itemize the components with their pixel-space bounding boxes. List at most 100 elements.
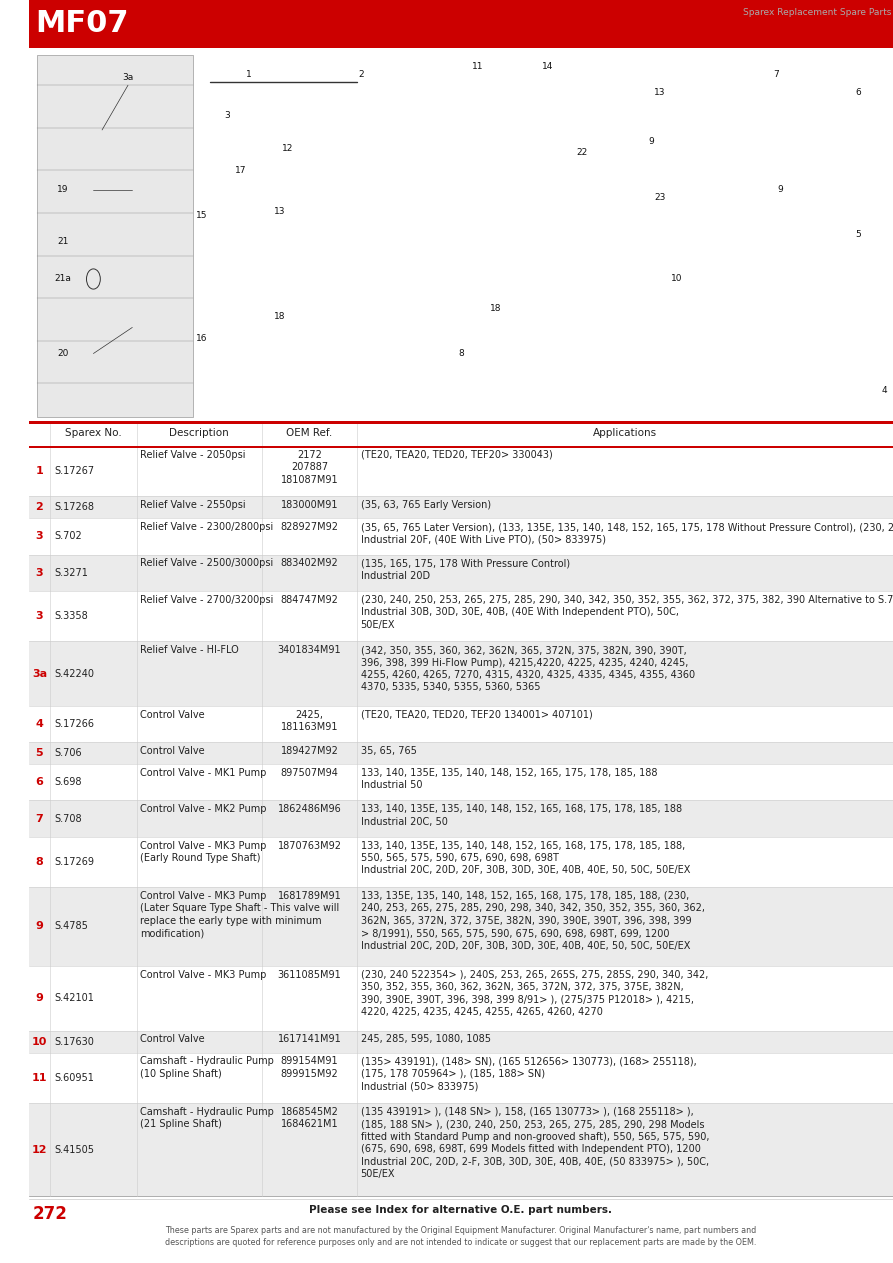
- Text: 8: 8: [458, 349, 463, 357]
- Text: 2: 2: [36, 503, 43, 513]
- Text: 884747M92: 884747M92: [280, 595, 338, 605]
- Text: 12: 12: [282, 144, 294, 153]
- Text: 12: 12: [31, 1144, 47, 1154]
- Text: 3: 3: [224, 111, 230, 120]
- Text: S.702: S.702: [54, 532, 82, 542]
- Text: Relief Valve - 2550psi: Relief Valve - 2550psi: [140, 500, 246, 510]
- Text: 10: 10: [672, 274, 682, 283]
- Text: 5: 5: [855, 230, 861, 239]
- Text: Relief Valve - 2050psi: Relief Valve - 2050psi: [140, 450, 246, 460]
- Bar: [29, 446, 893, 448]
- Text: 13: 13: [273, 207, 285, 216]
- Text: 3: 3: [36, 532, 43, 542]
- Text: (342, 350, 355, 360, 362, 362N, 365, 372N, 375, 382N, 390, 390T,
396, 398, 399 H: (342, 350, 355, 360, 362, 362N, 365, 372…: [361, 645, 695, 692]
- Text: 3a: 3a: [32, 668, 47, 678]
- Text: 7: 7: [36, 813, 43, 823]
- Text: 3: 3: [36, 611, 43, 621]
- Text: 883402M92: 883402M92: [280, 558, 338, 568]
- Bar: [29, 1103, 893, 1196]
- Text: 6: 6: [36, 777, 44, 787]
- Text: 897507M94: 897507M94: [280, 768, 338, 778]
- Text: 19: 19: [57, 186, 69, 195]
- Text: 1: 1: [36, 466, 43, 476]
- Text: Camshaft - Hydraulic Pump
(10 Spline Shaft): Camshaft - Hydraulic Pump (10 Spline Sha…: [140, 1056, 274, 1079]
- Text: S.17266: S.17266: [54, 719, 95, 729]
- Text: S.706: S.706: [54, 748, 82, 758]
- Text: 17: 17: [235, 167, 246, 176]
- Bar: [29, 446, 893, 496]
- Text: 899154M91
899915M92: 899154M91 899915M92: [280, 1056, 338, 1079]
- Text: Control Valve - MK3 Pump
(Later Square Type Shaft - This valve will
replace the : Control Valve - MK3 Pump (Later Square T…: [140, 890, 339, 938]
- Text: 9: 9: [36, 993, 44, 1003]
- Text: 21a: 21a: [54, 274, 71, 283]
- Text: S.3358: S.3358: [54, 611, 88, 621]
- Text: S.41505: S.41505: [54, 1144, 95, 1154]
- Text: (TE20, TEA20, TED20, TEF20 134001> 407101): (TE20, TEA20, TED20, TEF20 134001> 40710…: [361, 710, 592, 720]
- Text: S.17630: S.17630: [54, 1037, 95, 1047]
- Text: Control Valve - MK1 Pump: Control Valve - MK1 Pump: [140, 768, 266, 778]
- Text: 2: 2: [359, 69, 364, 78]
- Text: S.698: S.698: [54, 777, 82, 787]
- Text: 1681789M91: 1681789M91: [278, 890, 341, 901]
- Text: 3a: 3a: [122, 73, 134, 82]
- Text: MF07: MF07: [36, 10, 129, 38]
- Text: Applications: Applications: [593, 428, 657, 438]
- Text: S.60951: S.60951: [54, 1072, 95, 1082]
- Text: Control Valve - MK3 Pump: Control Valve - MK3 Pump: [140, 970, 266, 980]
- Text: 20: 20: [57, 349, 69, 357]
- Text: S.4785: S.4785: [54, 922, 88, 932]
- Bar: [29, 48, 893, 421]
- Text: 2425,
181163M91: 2425, 181163M91: [280, 710, 338, 733]
- Text: 10: 10: [31, 1037, 47, 1047]
- Bar: [29, 743, 893, 764]
- Text: 4: 4: [36, 719, 44, 729]
- Text: Relief Valve - 2300/2800psi: Relief Valve - 2300/2800psi: [140, 522, 273, 532]
- Text: (35, 63, 765 Early Version): (35, 63, 765 Early Version): [361, 500, 490, 510]
- Text: S.3271: S.3271: [54, 567, 88, 577]
- Text: 18: 18: [273, 312, 285, 321]
- Text: 15: 15: [196, 211, 207, 220]
- Text: 3: 3: [36, 567, 43, 577]
- Text: Camshaft - Hydraulic Pump
(21 Spline Shaft): Camshaft - Hydraulic Pump (21 Spline Sha…: [140, 1106, 274, 1129]
- Bar: [29, 966, 893, 1031]
- Bar: [29, 801, 893, 836]
- Text: 18: 18: [489, 304, 501, 313]
- Text: (TE20, TEA20, TED20, TEF20> 330043): (TE20, TEA20, TED20, TEF20> 330043): [361, 450, 552, 460]
- Text: 13: 13: [654, 88, 665, 97]
- Text: S.17267: S.17267: [54, 466, 95, 476]
- Text: S.17268: S.17268: [54, 503, 95, 513]
- Bar: [29, 764, 893, 801]
- Text: 6: 6: [855, 88, 861, 97]
- Text: (135 439191> ), (148 SN> ), 158, (165 130773> ), (168 255118> ),
(185, 188 SN> ): (135 439191> ), (148 SN> ), 158, (165 13…: [361, 1106, 709, 1178]
- Text: Please see Index for alternative O.E. part numbers.: Please see Index for alternative O.E. pa…: [309, 1205, 613, 1215]
- Bar: [29, 591, 893, 642]
- Text: 5: 5: [36, 748, 43, 758]
- Text: 183000M91: 183000M91: [280, 500, 338, 510]
- Text: 1862486M96: 1862486M96: [278, 805, 341, 815]
- Bar: [29, 554, 893, 591]
- Text: Control Valve - MK3 Pump
(Early Round Type Shaft): Control Valve - MK3 Pump (Early Round Ty…: [140, 841, 266, 863]
- Text: 9: 9: [648, 136, 654, 145]
- Text: (35, 65, 765 Later Version), (133, 135E, 135, 140, 148, 152, 165, 175, 178 Witho: (35, 65, 765 Later Version), (133, 135E,…: [361, 522, 893, 544]
- Text: 133, 140, 135E, 135, 140, 148, 152, 165, 168, 175, 178, 185, 188
Industrial 20C,: 133, 140, 135E, 135, 140, 148, 152, 165,…: [361, 805, 681, 827]
- Text: 8: 8: [36, 856, 43, 866]
- Text: (230, 240 522354> ), 240S, 253, 265, 265S, 275, 285S, 290, 340, 342,
350, 352, 3: (230, 240 522354> ), 240S, 253, 265, 265…: [361, 970, 708, 1017]
- Text: These parts are Sparex parts and are not manufactured by the Original Equipment : These parts are Sparex parts and are not…: [165, 1226, 756, 1247]
- Text: Relief Valve - 2500/3000psi: Relief Valve - 2500/3000psi: [140, 558, 273, 568]
- Text: 3401834M91: 3401834M91: [278, 645, 341, 655]
- Bar: [29, 421, 893, 424]
- Text: 2172
207887
181087M91: 2172 207887 181087M91: [280, 450, 338, 485]
- Text: Control Valve: Control Valve: [140, 746, 204, 757]
- Text: (135> 439191), (148> SN), (165 512656> 130773), (168> 255118),
(175, 178 705964>: (135> 439191), (148> SN), (165 512656> 1…: [361, 1056, 697, 1091]
- Text: 1870763M92: 1870763M92: [278, 841, 341, 850]
- Text: 828927M92: 828927M92: [280, 522, 338, 532]
- Text: 133, 135E, 135, 140, 148, 152, 165, 168, 175, 178, 185, 188, (230,
240, 253, 265: 133, 135E, 135, 140, 148, 152, 165, 168,…: [361, 890, 705, 951]
- Text: 7: 7: [773, 69, 780, 78]
- Text: 189427M92: 189427M92: [280, 746, 338, 757]
- Text: Control Valve: Control Valve: [140, 710, 204, 720]
- Text: 1: 1: [246, 69, 252, 78]
- Text: Hydraulic Pump Repair & Related Components: Hydraulic Pump Repair & Related Componen…: [10, 508, 19, 755]
- Text: 35, 65, 765: 35, 65, 765: [361, 746, 416, 757]
- Text: Relief Valve - HI-FLO: Relief Valve - HI-FLO: [140, 645, 238, 655]
- Text: Relief Valve - 2700/3200psi: Relief Valve - 2700/3200psi: [140, 595, 273, 605]
